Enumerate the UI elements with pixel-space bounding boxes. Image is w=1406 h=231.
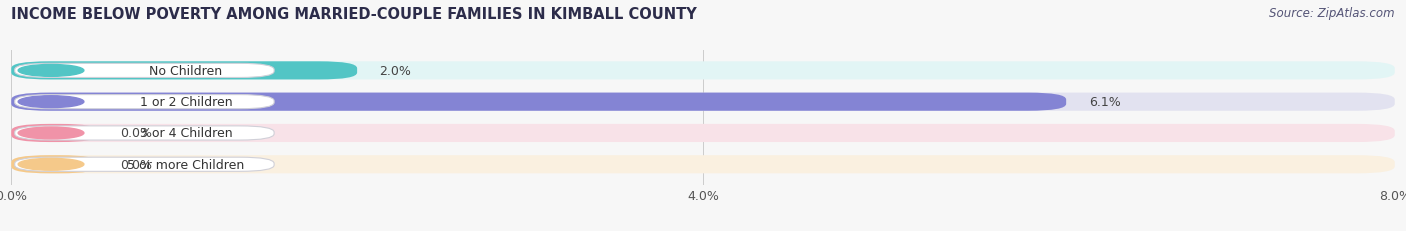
FancyBboxPatch shape	[11, 62, 1395, 80]
Circle shape	[18, 159, 84, 170]
Text: 2.0%: 2.0%	[380, 65, 412, 78]
FancyBboxPatch shape	[11, 62, 357, 80]
FancyBboxPatch shape	[11, 93, 1066, 111]
Circle shape	[18, 128, 84, 139]
FancyBboxPatch shape	[14, 158, 274, 172]
Text: 5 or more Children: 5 or more Children	[128, 158, 245, 171]
FancyBboxPatch shape	[11, 124, 1395, 143]
FancyBboxPatch shape	[11, 155, 98, 173]
Text: Source: ZipAtlas.com: Source: ZipAtlas.com	[1270, 7, 1395, 20]
Text: 0.0%: 0.0%	[120, 158, 152, 171]
Text: 6.1%: 6.1%	[1088, 96, 1121, 109]
FancyBboxPatch shape	[14, 95, 274, 109]
Text: 0.0%: 0.0%	[120, 127, 152, 140]
Text: No Children: No Children	[149, 65, 222, 78]
FancyBboxPatch shape	[11, 155, 1395, 173]
FancyBboxPatch shape	[14, 126, 274, 140]
FancyBboxPatch shape	[11, 93, 1395, 111]
Text: INCOME BELOW POVERTY AMONG MARRIED-COUPLE FAMILIES IN KIMBALL COUNTY: INCOME BELOW POVERTY AMONG MARRIED-COUPL…	[11, 7, 697, 22]
Text: 3 or 4 Children: 3 or 4 Children	[139, 127, 232, 140]
Circle shape	[18, 96, 84, 108]
Text: 1 or 2 Children: 1 or 2 Children	[139, 96, 232, 109]
Circle shape	[18, 65, 84, 77]
FancyBboxPatch shape	[14, 64, 274, 78]
FancyBboxPatch shape	[11, 124, 98, 143]
